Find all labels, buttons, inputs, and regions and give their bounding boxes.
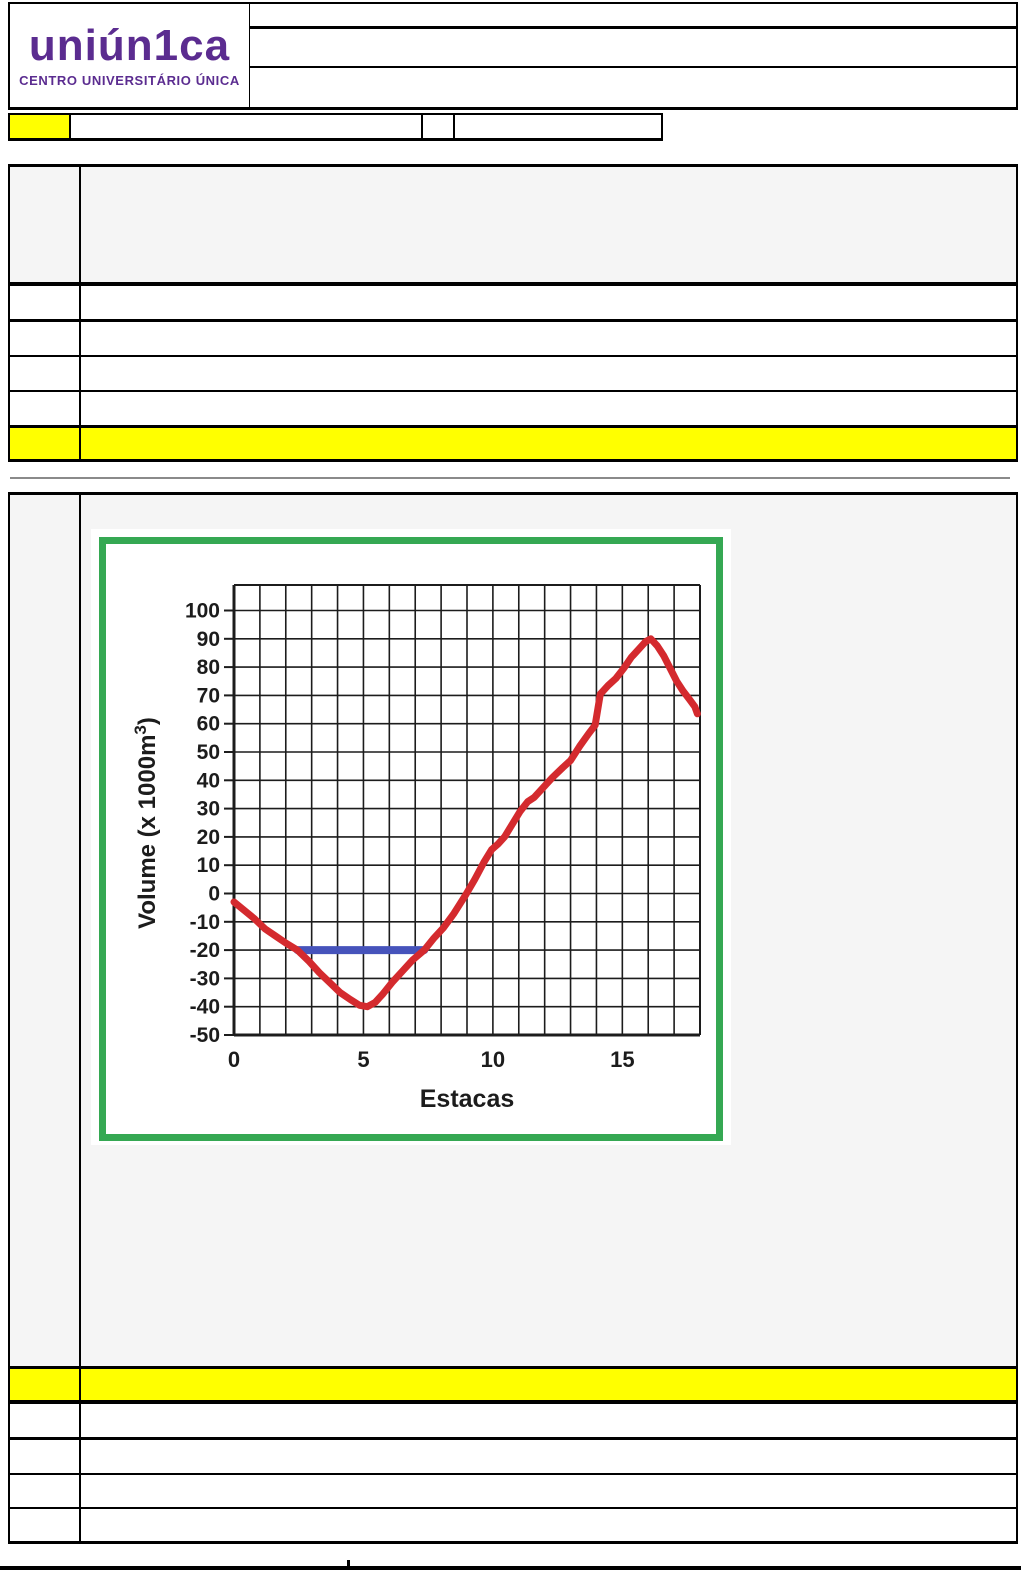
column-divider bbox=[79, 1404, 81, 1437]
section-divider-line bbox=[10, 477, 1010, 479]
svg-text:5: 5 bbox=[357, 1047, 369, 1072]
svg-text:Volume (x 1000m3): Volume (x 1000m3) bbox=[131, 717, 161, 929]
q2-answer-row-highlighted bbox=[8, 1366, 1018, 1404]
q2-option-row-b bbox=[8, 1440, 1018, 1475]
subheader-code-cell bbox=[8, 113, 71, 141]
svg-text:-30: -30 bbox=[190, 967, 220, 990]
q1-option-row-b bbox=[8, 322, 1018, 357]
q2-option-row-a bbox=[8, 1404, 1018, 1440]
svg-text:-40: -40 bbox=[190, 996, 220, 1019]
column-divider bbox=[79, 495, 81, 1366]
chart-figure: 100 90 80 70 60 50 40 30 20 10 0 -10 -20 -30 -40 -50 0 5 1… bbox=[91, 529, 731, 1145]
q1-option-row-c bbox=[8, 357, 1018, 392]
svg-text:40: 40 bbox=[197, 769, 220, 792]
svg-text:0: 0 bbox=[208, 883, 220, 906]
column-divider bbox=[79, 392, 81, 425]
brand-logo-subtitle: CENTRO UNIVERSITÁRIO ÚNICA bbox=[19, 72, 240, 88]
svg-text:0: 0 bbox=[228, 1047, 240, 1072]
svg-text:-10: -10 bbox=[190, 911, 220, 934]
svg-text:60: 60 bbox=[197, 713, 220, 736]
svg-text:20: 20 bbox=[197, 826, 220, 849]
column-divider bbox=[79, 286, 81, 319]
svg-text:90: 90 bbox=[197, 628, 220, 651]
column-divider bbox=[79, 1475, 81, 1507]
subheader-field-3 bbox=[455, 113, 663, 141]
q1-answer-row-highlighted bbox=[8, 428, 1018, 462]
column-divider bbox=[79, 167, 81, 282]
svg-text:10: 10 bbox=[197, 854, 220, 877]
column-divider bbox=[79, 357, 81, 390]
svg-text:-50: -50 bbox=[190, 1024, 220, 1047]
svg-text:70: 70 bbox=[197, 684, 220, 707]
svg-text:100: 100 bbox=[185, 600, 220, 623]
q1-option-row-a bbox=[8, 286, 1018, 322]
column-divider bbox=[79, 1509, 81, 1541]
svg-text:30: 30 bbox=[197, 798, 220, 821]
q1-option-row-d bbox=[8, 392, 1018, 428]
footer-column-stub bbox=[347, 1560, 350, 1566]
q2-body-cell: 100 90 80 70 60 50 40 30 20 10 0 -10 -20 -30 -40 -50 0 5 1… bbox=[8, 492, 1018, 1366]
q2-option-row-d bbox=[8, 1509, 1018, 1544]
column-divider bbox=[79, 428, 81, 459]
svg-text:80: 80 bbox=[197, 656, 220, 679]
column-divider bbox=[79, 322, 81, 355]
svg-text:50: 50 bbox=[197, 741, 220, 764]
column-divider bbox=[79, 1369, 81, 1400]
svg-text:-20: -20 bbox=[190, 939, 220, 962]
header-row-1 bbox=[250, 2, 1018, 29]
logo-cell: uniún1ca CENTRO UNIVERSITÁRIO ÚNICA bbox=[8, 2, 252, 110]
column-divider bbox=[79, 1440, 81, 1473]
subheader-field-1 bbox=[71, 113, 423, 141]
q1-intro-row bbox=[8, 164, 1018, 286]
svg-text:10: 10 bbox=[481, 1047, 505, 1072]
chart-green-frame bbox=[99, 537, 723, 1141]
svg-text:15: 15 bbox=[610, 1047, 634, 1072]
brand-logo: uniún1ca bbox=[28, 20, 231, 70]
q2-option-row-c bbox=[8, 1475, 1018, 1509]
subheader-field-2 bbox=[423, 113, 455, 141]
header-row-3 bbox=[250, 68, 1018, 110]
footer-table-border bbox=[0, 1566, 1021, 1570]
header-row-2 bbox=[250, 29, 1018, 68]
svg-text:Estacas: Estacas bbox=[420, 1085, 515, 1113]
